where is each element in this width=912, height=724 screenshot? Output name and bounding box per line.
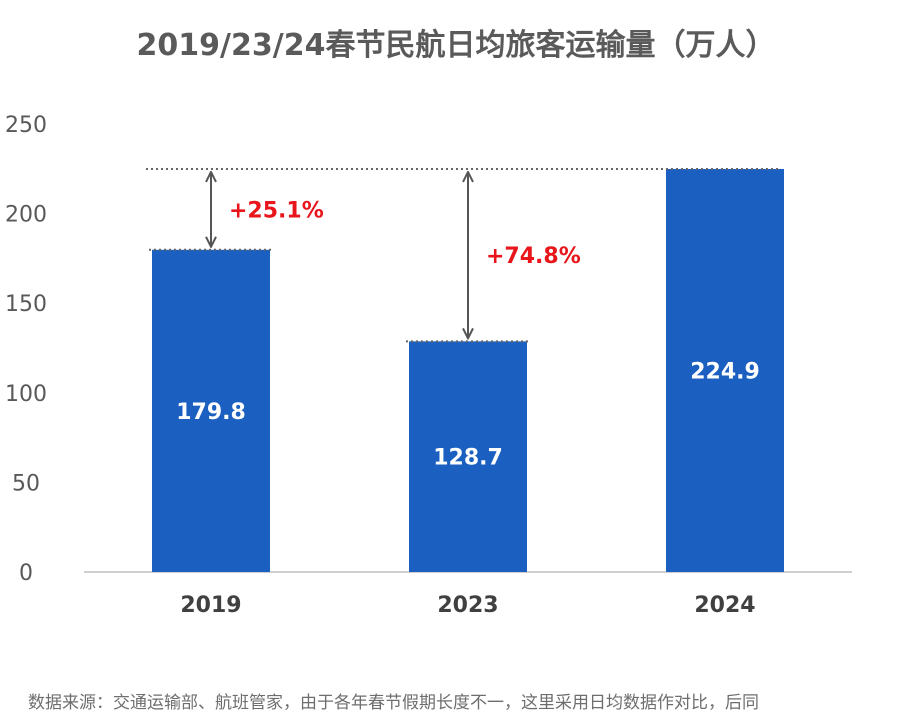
data-label: 128.7 [433, 446, 503, 471]
x-tick-label: 2019 [180, 593, 241, 618]
growth-label: +25.1% [229, 198, 324, 223]
growth-label: +74.8% [486, 244, 581, 269]
data-label: 224.9 [690, 359, 760, 384]
bar-2023 [409, 341, 527, 572]
y-tick-label: 50 [12, 471, 40, 496]
data-label: 179.8 [176, 400, 246, 425]
y-tick-label: 200 [5, 203, 47, 228]
bar-2019 [152, 249, 270, 572]
source-note: 数据来源：交通运输部、航班管家，由于各年春节假期长度不一，这里采用日均数据作对比… [28, 693, 759, 713]
bar-2024 [666, 168, 784, 573]
y-tick-label: 0 [19, 561, 33, 586]
chart-title: 2019/23/24春节民航日均旅客运输量（万人） [136, 28, 776, 63]
y-tick-label: 250 [5, 113, 47, 138]
y-tick-label: 100 [5, 382, 47, 407]
x-tick-label: 2024 [694, 593, 755, 618]
y-tick-label: 150 [5, 292, 47, 317]
x-tick-label: 2023 [437, 593, 498, 618]
